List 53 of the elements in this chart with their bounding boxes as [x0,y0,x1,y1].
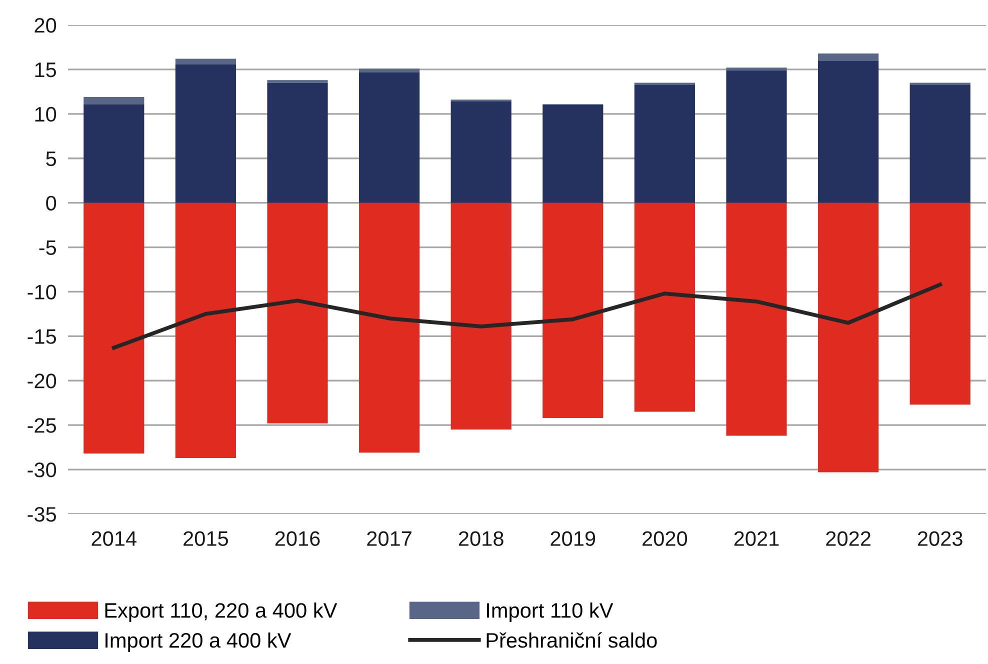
bar [726,70,787,203]
x-tick-label: 2017 [367,531,412,546]
x-tick-label: 2022 [826,531,870,546]
bar [910,202,970,405]
bar [175,202,236,458]
bar [267,82,328,203]
bar [818,53,879,61]
x-tick-label: 2021 [734,531,779,546]
x-tick-label: 2014 [92,531,136,546]
y-tick-label: 0 [46,196,56,211]
bar [175,58,236,64]
bar [84,104,144,203]
bar [84,97,144,104]
bar [726,68,787,70]
bar [359,202,420,453]
x-tick-label: 2019 [550,531,596,546]
y-tick-label: -30 [28,462,56,478]
x-tick-label: 2020 [642,531,688,546]
y-tick-label: -20 [28,374,56,388]
bar [450,202,512,430]
y-tick-label: -10 [28,284,56,300]
x-tick-label: 2016 [275,531,320,546]
y-tick-label: 10 [35,106,56,122]
legend-label: Import 110 kV [487,602,614,622]
x-tick-label: 2018 [458,531,504,546]
line-series [112,282,942,350]
y-tick-label: 20 [34,18,56,33]
bar [542,202,604,418]
bar [634,84,695,203]
legend-label: Import 220 a 400 kV [106,632,292,652]
y-tick-label: 5 [46,152,56,166]
bar [818,60,879,203]
bar [450,101,512,203]
bar [359,68,420,72]
bar [818,202,879,472]
bar [267,202,328,424]
bar [267,80,328,83]
bar [359,72,420,203]
bar [84,202,144,454]
y-tick-label: -25 [28,418,56,433]
bar [175,64,236,203]
bar [542,105,604,203]
y-tick-label: 15 [35,62,56,78]
y-tick-label: -15 [28,329,56,344]
y-tick-label: -5 [39,240,56,256]
legend-label: Export 110, 220 a 400 kV [105,602,338,622]
bar [634,202,695,412]
x-tick-label: 2023 [918,531,962,546]
legend-label: Přeshraniční saldo [486,632,657,648]
bar [910,84,970,203]
x-tick-label: 2015 [184,531,228,546]
y-tick-label: -35 [28,507,56,522]
bar [726,202,787,436]
